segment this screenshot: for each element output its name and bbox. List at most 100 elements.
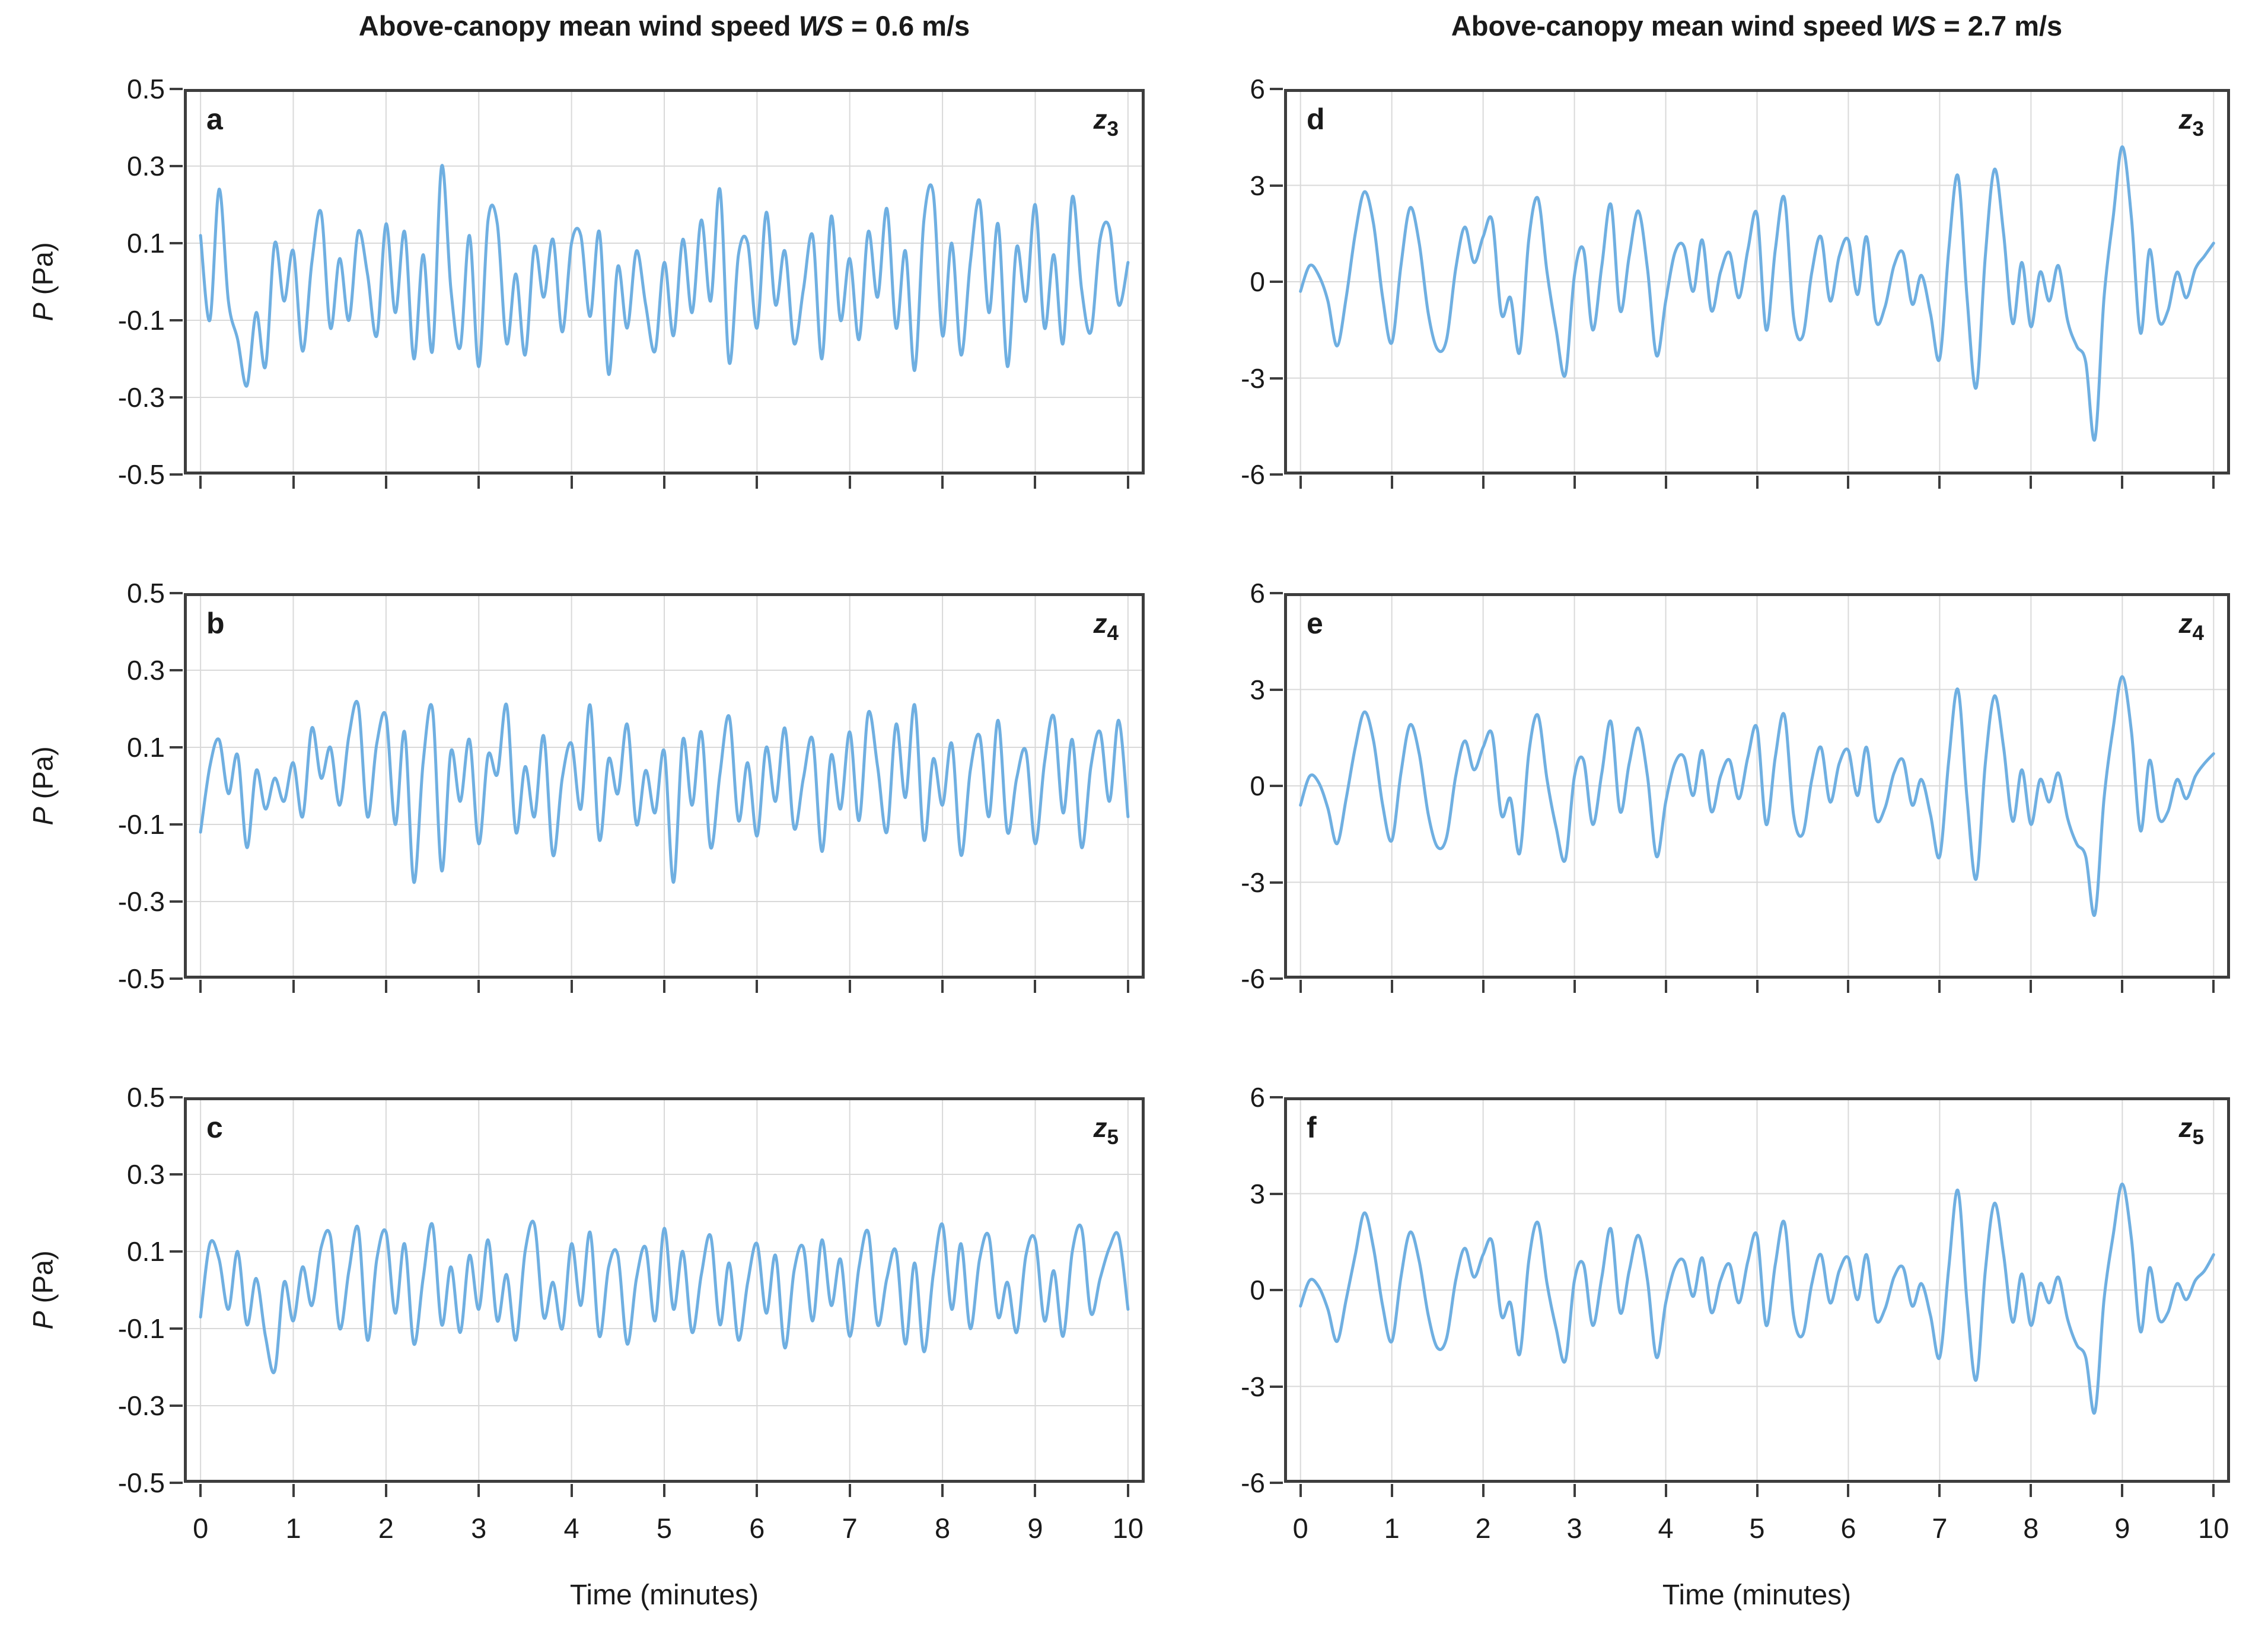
y-tick-label: -0.1 — [117, 305, 165, 336]
panel-d: d z3 6 3 0 -3 -6 — [1241, 75, 2230, 489]
x-axis-label-right: Time (minutes) — [1662, 1579, 1852, 1611]
x-tick-label: 6 — [1840, 1512, 1856, 1544]
x-tick-mark — [1847, 476, 1850, 489]
y-tick-label: -3 — [1241, 362, 1265, 394]
height-label-base: z — [2178, 1112, 2193, 1143]
x-tick-mark — [477, 1484, 480, 1497]
panel-letter-e: e — [1307, 607, 1323, 640]
plot-area-c — [184, 1097, 1145, 1483]
y-tick-mark — [1270, 1192, 1283, 1195]
y-tick-mark — [1270, 785, 1283, 787]
plot-area-e — [1284, 593, 2230, 979]
y-tick-label: -0.5 — [117, 963, 165, 994]
panel-f: f z5 6 3 0 -3 -6 0 1 2 3 4 5 6 7 8 9 10 — [1241, 1084, 2230, 1543]
y-tick-label: 3 — [1250, 170, 1265, 201]
x-tick-mark — [1573, 476, 1576, 489]
x-tick-mark — [1938, 476, 1941, 489]
pressure-series-line — [199, 1219, 1130, 1374]
height-label-base: z — [1093, 104, 1107, 135]
height-label-z5: z5 — [2179, 1114, 2204, 1148]
axes-frame — [1284, 89, 2230, 474]
panel-letter-f: f — [1307, 1111, 1317, 1144]
y-tick-mark — [170, 1327, 183, 1330]
x-tick-label: 6 — [749, 1512, 765, 1544]
x-tick-mark — [1126, 980, 1129, 993]
x-tick-mark — [2121, 1484, 2124, 1497]
x-tick-mark — [1573, 1484, 1576, 1497]
x-tick-mark — [384, 980, 387, 993]
y-tick-mark — [170, 900, 183, 903]
pressure-series-line — [199, 699, 1130, 884]
x-tick-mark — [292, 476, 295, 489]
x-tick-mark — [570, 980, 573, 993]
x-tick-mark — [2030, 476, 2033, 489]
y-tick-mark — [1270, 592, 1283, 594]
y-tick-label: -0.5 — [117, 1467, 165, 1498]
height-label-z3: z3 — [2179, 106, 2204, 139]
y-tick-mark — [1270, 1482, 1283, 1484]
x-tick-mark — [570, 476, 573, 489]
x-tick-mark — [1847, 1484, 1850, 1497]
x-tick-mark — [941, 980, 944, 993]
x-tick-label: 8 — [2023, 1512, 2039, 1544]
y-tick-mark — [170, 1250, 183, 1253]
x-tick-mark — [1756, 1484, 1759, 1497]
y-tick-mark — [170, 1482, 183, 1484]
pressure-series-line — [199, 164, 1130, 388]
y-tick-mark — [1270, 881, 1283, 884]
height-label-z5: z5 — [1094, 1114, 1119, 1148]
x-tick-mark — [292, 980, 295, 993]
y-tick-mark — [170, 88, 183, 90]
y-axis-label-unit: (Pa) — [27, 746, 59, 807]
y-tick-mark — [170, 977, 183, 980]
x-tick-label: 0 — [193, 1512, 209, 1544]
y-tick-label: -0.3 — [117, 1390, 165, 1421]
y-tick-label: -0.1 — [117, 1313, 165, 1344]
x-tick-mark — [1126, 1484, 1129, 1497]
y-tick-mark — [1270, 1385, 1283, 1388]
x-tick-mark — [477, 980, 480, 993]
title-suffix: = 2.7 m/s — [1936, 10, 2063, 42]
x-tick-label: 10 — [1112, 1512, 1143, 1544]
axes-frame — [184, 89, 1145, 474]
x-tick-mark — [1664, 980, 1667, 993]
panel-letter-b: b — [206, 607, 225, 640]
height-label-base: z — [2178, 104, 2193, 135]
y-tick-mark — [170, 1404, 183, 1407]
y-tick-label: -0.3 — [117, 382, 165, 413]
y-axis-label-variable: P — [27, 1311, 59, 1330]
x-tick-mark — [1573, 980, 1576, 993]
pressure-series-line — [1299, 145, 2215, 442]
x-tick-mark — [663, 1484, 665, 1497]
x-tick-mark — [1034, 1484, 1037, 1497]
x-tick-label: 9 — [1027, 1512, 1043, 1544]
height-label-base: z — [1093, 608, 1107, 639]
y-tick-label: -0.5 — [117, 459, 165, 490]
title-variable: WS — [798, 10, 844, 42]
x-tick-mark — [1299, 1484, 1302, 1497]
x-tick-mark — [663, 980, 665, 993]
x-axis-label-left: Time (minutes) — [569, 1579, 759, 1611]
x-tick-mark — [1034, 476, 1037, 489]
y-tick-label: 0 — [1250, 266, 1265, 297]
height-label-subscript: 4 — [1107, 622, 1119, 645]
x-tick-mark — [477, 476, 480, 489]
x-tick-label: 5 — [1749, 1512, 1765, 1544]
height-label-subscript: 5 — [1107, 1126, 1119, 1149]
y-axis-label-variable: P — [27, 302, 59, 321]
panel-a: a z3 0.5 0.3 0.1 -0.1 -0.3 -0.5 P (Pa) — [27, 75, 1145, 489]
x-tick-mark — [2212, 1484, 2215, 1497]
x-tick-label: 8 — [935, 1512, 951, 1544]
y-tick-mark — [170, 473, 183, 476]
height-label-subscript: 4 — [2192, 622, 2204, 645]
x-tick-label: 10 — [2198, 1512, 2229, 1544]
height-label-z3: z3 — [1094, 106, 1119, 139]
panel-letter-c: c — [206, 1111, 223, 1144]
plot-area-d — [1284, 89, 2230, 474]
x-tick-mark — [570, 1484, 573, 1497]
y-tick-mark — [1270, 184, 1283, 187]
axes-frame — [1284, 1097, 2230, 1483]
x-tick-mark — [2121, 980, 2124, 993]
y-tick-mark — [170, 823, 183, 826]
y-tick-label: 0.1 — [127, 732, 165, 763]
